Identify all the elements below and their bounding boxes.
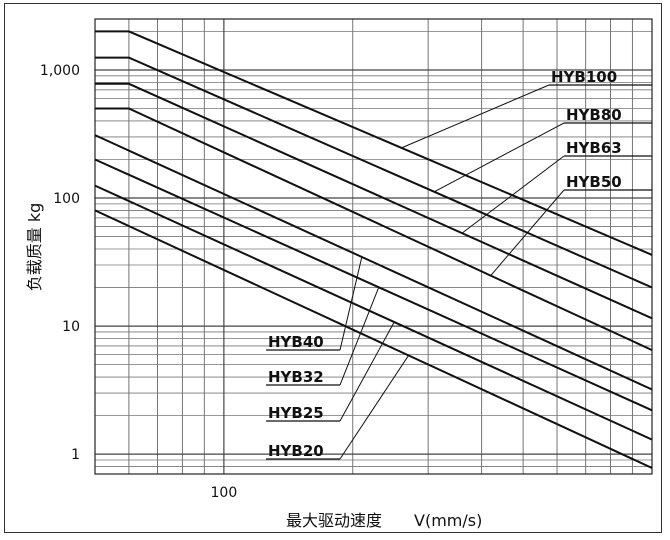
x-axis-unit: V(mm/s) [414, 511, 482, 530]
label-leader-line [339, 321, 395, 422]
series-line-hyb63 [95, 82, 653, 320]
plot-area [94, 18, 653, 475]
series-label-hyb40: HYB40 [268, 333, 324, 351]
label-leader-line [490, 189, 565, 276]
series-line-hyb40 [94, 134, 653, 391]
y-tick-label: 1,000 [40, 63, 80, 79]
series-line-hyb100 [95, 30, 653, 256]
series-label-hyb20: HYB20 [268, 442, 324, 460]
series-line-hyb25 [94, 184, 653, 441]
y-tick-label: 1 [71, 447, 80, 463]
series-line-hyb20 [94, 209, 653, 469]
label-leader-line [339, 256, 363, 351]
series-lines [94, 30, 653, 469]
series-line-hyb80 [95, 56, 653, 289]
grid-minor [95, 19, 652, 474]
x-axis-label: 最大驱动速度 [286, 511, 382, 530]
label-leader-line [401, 84, 550, 149]
series-label-hyb25: HYB25 [268, 404, 324, 422]
label-leader-line [434, 122, 565, 193]
y-tick-label: 10 [62, 319, 80, 335]
grid-major [95, 19, 652, 474]
series-label-hyb80: HYB80 [566, 106, 622, 124]
series-label-hyb63: HYB63 [566, 139, 622, 157]
label-leader-line [339, 355, 409, 460]
x-tick-label: 100 [211, 485, 238, 501]
chart-frame [4, 3, 662, 533]
x-tick-labels: 100 [211, 485, 238, 501]
y-axis-label: 负载质量 kg [25, 203, 44, 292]
y-tick-label: 100 [53, 191, 80, 207]
label-leader-lines [266, 84, 652, 460]
series-label-hyb50: HYB50 [566, 173, 622, 191]
label-leader-line [339, 287, 380, 386]
series-labels: HYB100 HYB80 HYB63 HYB50 HYB40 HYB32 HYB25 HYB2… [268, 68, 622, 460]
series-line-hyb50 [95, 107, 653, 352]
y-tick-labels: 1 10 100 1,000 [40, 63, 80, 463]
series-label-hyb32: HYB32 [268, 368, 324, 386]
series-label-hyb100: HYB100 [551, 68, 617, 86]
series-line-hyb32 [94, 158, 653, 412]
label-leader-line [461, 155, 565, 234]
